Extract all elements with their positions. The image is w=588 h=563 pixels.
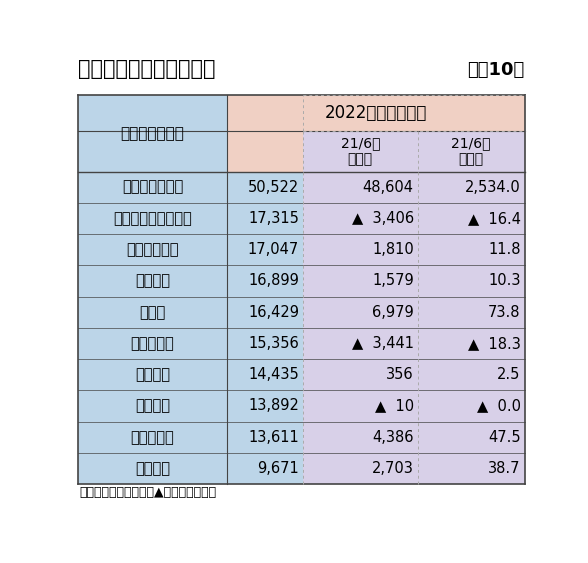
Bar (303, 297, 524, 328)
Text: ふくおかＦＧ: ふくおかＦＧ (126, 242, 179, 257)
Text: 21/6比
増減額: 21/6比 増減額 (340, 136, 380, 167)
Text: ▲  16.4: ▲ 16.4 (467, 211, 521, 226)
Text: 地銀の連結四半期純利益: 地銀の連結四半期純利益 (78, 59, 216, 79)
Text: （注）単位：百万円。▲印は減少、低下: （注）単位：百万円。▲印は減少、低下 (80, 486, 217, 499)
Bar (303, 390, 524, 422)
Text: ▲  3,406: ▲ 3,406 (352, 211, 414, 226)
Bar (78, 422, 303, 453)
Bar (78, 328, 303, 359)
Text: 伊　予: 伊 予 (139, 305, 166, 320)
Text: 13,892: 13,892 (248, 399, 299, 413)
Text: 2022年４〜６月期: 2022年４〜６月期 (325, 104, 427, 122)
Bar (78, 453, 303, 484)
Text: 6,979: 6,979 (372, 305, 414, 320)
Text: 九州ＦＧ: 九州ＦＧ (135, 461, 170, 476)
Text: 銀　行　名　等: 銀 行 名 等 (121, 126, 185, 141)
Text: 4,386: 4,386 (372, 430, 414, 445)
Bar (303, 203, 524, 234)
Text: 静　　岡: 静 岡 (135, 367, 170, 382)
Text: 13,611: 13,611 (248, 430, 299, 445)
Text: コンコルディアＦＧ: コンコルディアＦＧ (113, 211, 192, 226)
Text: 17,315: 17,315 (248, 211, 299, 226)
Bar (78, 297, 303, 328)
Text: 千　　葉: 千 葉 (135, 274, 170, 288)
Text: 京　　都: 京 都 (135, 399, 170, 413)
Bar (78, 132, 227, 172)
Text: めぶきＦＧ: めぶきＦＧ (131, 336, 175, 351)
Text: 16,899: 16,899 (248, 274, 299, 288)
Text: 北国ＦＨＤ: 北国ＦＨＤ (131, 430, 175, 445)
Text: 73.8: 73.8 (488, 305, 521, 320)
Bar (227, 132, 303, 172)
Text: 1,579: 1,579 (372, 274, 414, 288)
Text: ▲  3,441: ▲ 3,441 (352, 336, 414, 351)
Text: 9,671: 9,671 (258, 461, 299, 476)
Bar (78, 390, 303, 422)
Bar (303, 172, 524, 203)
Bar (227, 95, 524, 132)
Bar (78, 203, 303, 234)
Bar (78, 172, 303, 203)
Text: ▲  0.0: ▲ 0.0 (477, 399, 521, 413)
Text: 38.7: 38.7 (488, 461, 521, 476)
Text: 上位10社: 上位10社 (467, 61, 524, 79)
Bar (78, 265, 303, 297)
Bar (303, 265, 524, 297)
Text: 21/6比
増減率: 21/6比 増減率 (452, 136, 491, 167)
Text: ▲  10: ▲ 10 (375, 399, 414, 413)
Text: 14,435: 14,435 (248, 367, 299, 382)
Text: 48,604: 48,604 (363, 180, 414, 195)
Bar (78, 359, 303, 390)
Text: プロクレアＨＤ: プロクレアＨＤ (122, 180, 183, 195)
Bar (303, 234, 524, 265)
Text: 2.5: 2.5 (497, 367, 521, 382)
Text: 356: 356 (386, 367, 414, 382)
Text: 15,356: 15,356 (248, 336, 299, 351)
Bar (78, 95, 227, 132)
Bar (303, 328, 524, 359)
Text: 11.8: 11.8 (488, 242, 521, 257)
Text: 47.5: 47.5 (488, 430, 521, 445)
Text: 50,522: 50,522 (248, 180, 299, 195)
Text: 10.3: 10.3 (488, 274, 521, 288)
Bar (303, 132, 524, 172)
Text: 1,810: 1,810 (372, 242, 414, 257)
Bar (303, 453, 524, 484)
Bar (78, 234, 303, 265)
Text: 17,047: 17,047 (248, 242, 299, 257)
Bar (303, 359, 524, 390)
Text: ▲  18.3: ▲ 18.3 (468, 336, 521, 351)
Text: 16,429: 16,429 (248, 305, 299, 320)
Text: 2,703: 2,703 (372, 461, 414, 476)
Text: 2,534.0: 2,534.0 (465, 180, 521, 195)
Bar (303, 422, 524, 453)
